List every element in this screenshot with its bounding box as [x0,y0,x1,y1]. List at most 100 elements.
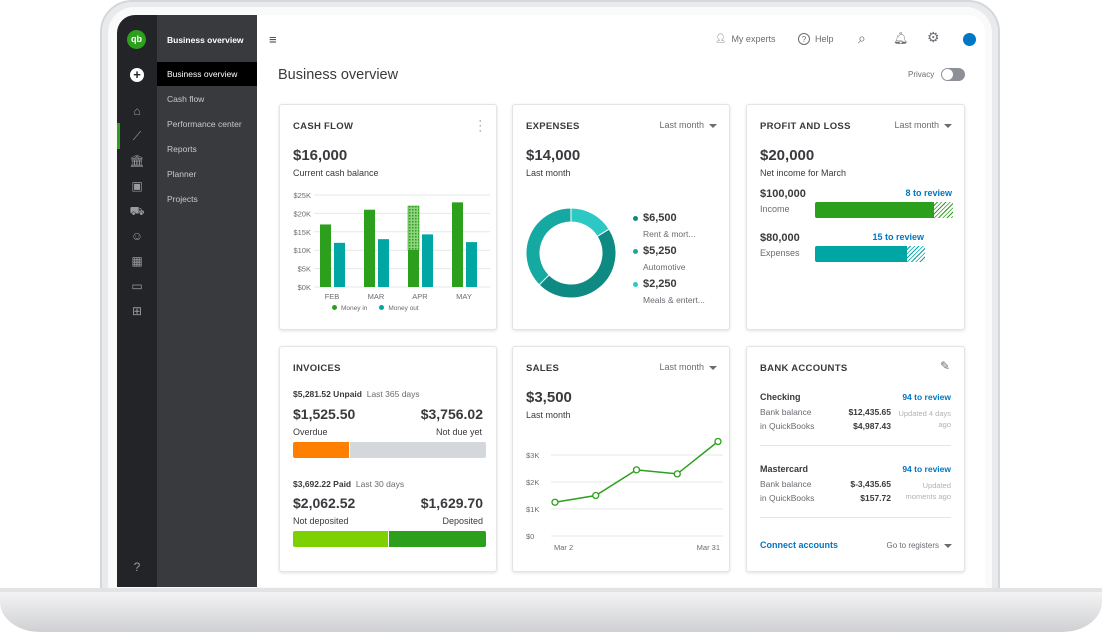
nav-item-reports[interactable]: Reports [167,144,197,154]
bank-balance-label: Bank balance [760,479,812,489]
invoices-card: INVOICES $5,281.52 Unpaid Last 365 days … [279,346,497,572]
expenses-period-label: Last month [526,168,571,178]
help-icon[interactable]: ? [133,560,141,574]
y-tick-label: $15K [293,228,311,237]
deposited-amount: $1,629.70 [420,495,483,511]
hamburger-menu-icon[interactable]: ≡ [269,32,277,47]
gear-icon[interactable]: ⚙ [927,29,940,45]
divider [760,445,951,446]
bell-icon[interactable]: 🔔︎ [893,31,909,45]
sales-point [673,470,681,478]
x-tick-label: FEB [325,292,340,301]
x-tick-label: MAY [456,292,472,301]
bar-money-in [364,209,375,287]
legend-dot [633,249,638,254]
nav-item-business-overview[interactable]: Business overview [157,62,257,86]
unpaid-period: Last 365 days [366,389,420,399]
expert-icon: 👤︎ [715,33,727,43]
quickbooks-balance-label: in QuickBooks [760,493,815,503]
unpaid-bar[interactable] [293,442,486,458]
cash-flow-chart: $0K $5K $10K $15K $20K $25K FEB MAR APR MAY [293,191,490,301]
help-circle-icon: ? [798,33,810,45]
expense-amount: $5,250 [643,245,677,257]
sales-point [592,491,600,500]
privacy-toggle[interactable] [941,68,965,81]
bar-money-in [452,202,463,287]
review-link[interactable]: 94 to review [902,392,951,402]
y-tick-label: $3K [526,451,539,460]
sales-period-label: Last month [526,410,571,420]
y-tick-label: $2K [526,478,539,487]
income-bar [815,202,953,218]
paid-bar[interactable] [293,531,486,547]
y-tick-label: $20K [293,209,311,218]
pencil-icon[interactable]: ✎ [939,359,950,373]
cash-flow-legend: Money in Money out [332,305,419,312]
income-label: Income [760,204,790,214]
bar-money-out [378,239,389,287]
y-tick-label: $1K [526,505,539,514]
nav-item-projects[interactable]: Projects [167,194,198,204]
nav-item-performance-center[interactable]: Performance center [167,119,242,129]
y-tick-label: $0K [298,283,311,292]
legend-money-out: Money out [379,305,419,312]
cart-icon[interactable]: ⛟ [129,204,145,218]
bank-icon[interactable]: 🏛︎ [129,154,145,168]
bar-money-in [320,224,331,287]
search-icon[interactable]: ⌕ [858,30,866,46]
nav-item-cash-flow[interactable]: Cash flow [167,94,205,104]
net-income-amount: $20,000 [760,147,815,164]
sales-point [714,437,722,446]
unpaid-total: $5,281.52 Unpaid [293,389,362,399]
period-dropdown[interactable]: Last month [894,120,952,130]
not-due-amount: $3,756.02 [420,406,483,422]
y-tick-label: $10K [293,246,311,255]
updated-status: Updated moments ago [905,481,951,501]
x-tick-label: Mar 31 [697,543,720,552]
chart-icon[interactable]: ⟋ [117,123,145,149]
people-icon[interactable]: ☺ [130,229,144,243]
sales-card: SALES Last month $3,500 Last month $0 $1K… [512,346,730,572]
sales-point [632,466,641,474]
card-title: INVOICES [293,363,341,374]
expense-category: Automotive [643,262,686,272]
y-tick-label: $0 [526,532,534,541]
my-experts-button[interactable]: 👤︎ My experts [715,33,775,44]
overdue-label: Overdue [293,427,328,437]
sales-line-chart: $0 $1K $2K $3K Mar 2 Mar 31 [526,437,723,552]
nav-item-planner[interactable]: Planner [167,169,197,179]
sales-point [551,498,559,506]
home-icon[interactable]: ⌂ [133,104,141,118]
bar-money-in [408,250,419,287]
bank-accounts-card: BANK ACCOUNTS ✎ Checking 94 to review Ba… [746,346,965,572]
monitor-icon[interactable]: ▭ [131,279,143,293]
period-dropdown[interactable]: Last month [659,120,717,130]
more-options-icon[interactable]: · · · [478,115,482,137]
apps-icon[interactable]: ⊞ [131,304,143,318]
cash-flow-card: CASH FLOW · · · $16,000 Current cash balan… [279,104,497,330]
expenses-amount: $14,000 [526,147,581,164]
card-title: BANK ACCOUNTS [760,363,848,374]
legend-dot [633,282,638,287]
avatar[interactable] [963,33,976,46]
connect-accounts-link[interactable]: Connect accounts [760,540,839,550]
sales-amount: $3,500 [526,389,572,406]
help-button[interactable]: ? Help [798,33,834,45]
receipt-icon[interactable]: ▣ [131,179,143,193]
x-tick-label: APR [412,292,428,301]
expense-category: Rent & mort... [643,229,696,239]
go-to-registers-dropdown[interactable]: Go to registers [887,541,952,550]
new-button[interactable]: + [130,68,144,82]
card-title: CASH FLOW [293,121,354,132]
expenses-review-link[interactable]: 15 to review [872,232,924,242]
bar-money-out [466,242,477,287]
period-dropdown[interactable]: Last month [659,362,717,372]
divider [760,517,951,518]
cash-balance-amount: $16,000 [293,147,348,164]
calculator-icon[interactable]: ▦ [131,254,143,268]
income-review-link[interactable]: 8 to review [905,188,952,198]
quickbooks-logo[interactable]: qb [127,30,146,49]
bank-balance-label: Bank balance [760,407,812,417]
deposited-label: Deposited [442,516,483,526]
review-link[interactable]: 94 to review [902,464,951,474]
